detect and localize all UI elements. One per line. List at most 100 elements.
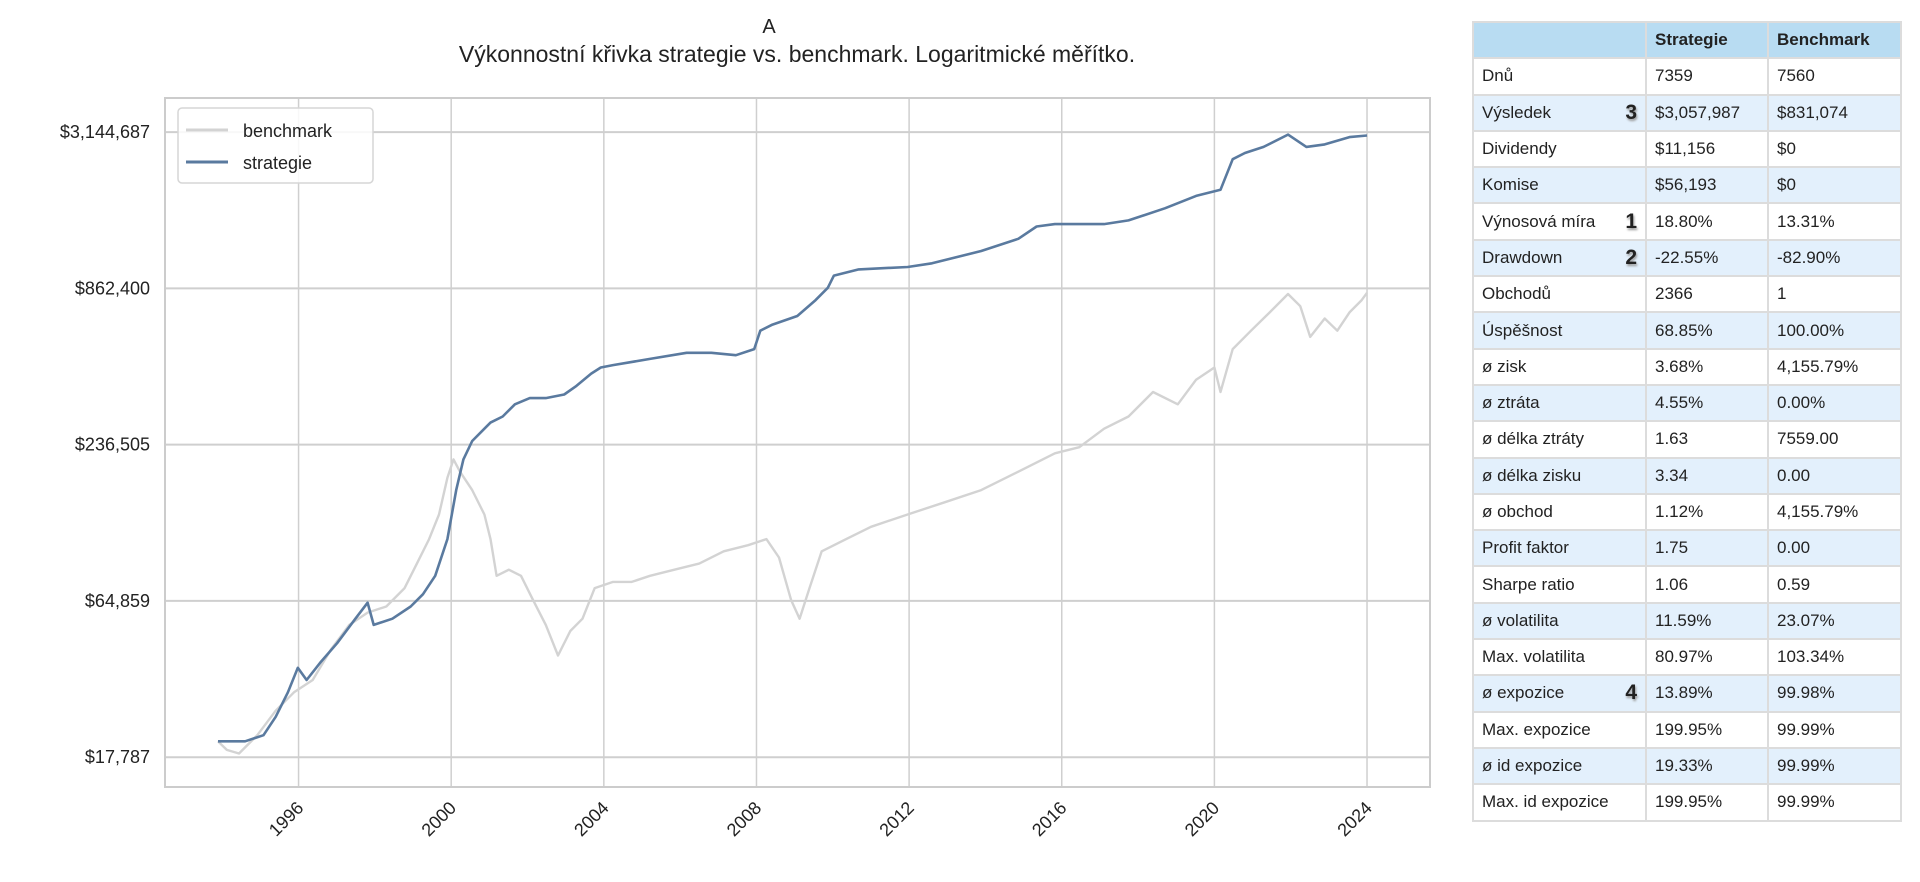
header-label (1472, 20, 1647, 60)
row-label: Výnosová míra (1482, 211, 1596, 231)
benchmark-value: 0.59 (1767, 565, 1902, 604)
strategie-value: -22.55% (1645, 238, 1769, 278)
legend: benchmark strategie (177, 107, 374, 184)
performance-chart: A Výkonnostní křivka strategie vs. bench… (60, 16, 1431, 840)
row-label-cell: Dividendy (1472, 129, 1647, 169)
row-label: ø délka zisku (1482, 465, 1582, 485)
benchmark-value: 99.98% (1767, 674, 1902, 713)
row-label-cell: Max. volatilita (1472, 638, 1647, 677)
x-tick-label: 2016 (1028, 798, 1070, 840)
row-label-cell: ø délka zisku (1472, 456, 1647, 495)
table-row: ø obchod 1.12% 4,155.79% (1472, 492, 1902, 532)
table-row: Max. expozice 199.95% 99.99% (1472, 710, 1902, 749)
row-label: ø volatilita (1482, 610, 1559, 630)
table-row: Max. volatilita 80.97% 103.34% (1472, 638, 1902, 677)
strategie-value: 7359 (1645, 57, 1769, 96)
row-label: ø zisk (1482, 356, 1527, 376)
strategie-value: 1.12% (1645, 492, 1769, 532)
row-label-cell: Drawdown 2 (1472, 238, 1647, 278)
y-tick-label: $862,400 (75, 278, 150, 298)
strategie-value: 1.06 (1645, 565, 1769, 604)
row-label-cell: Úspěšnost (1472, 311, 1647, 350)
x-tick-label: 1996 (265, 798, 307, 840)
row-label-cell: ø volatilita (1472, 601, 1647, 641)
row-label: ø expozice (1482, 683, 1565, 703)
y-tick-label: $17,787 (85, 747, 150, 767)
benchmark-value: 7560 (1767, 57, 1902, 96)
strategie-value: 4.55% (1645, 383, 1769, 423)
table-row: ø délka ztráty 1.63 7559.00 (1472, 420, 1902, 459)
row-label-cell: ø zisk (1472, 347, 1647, 386)
strategie-value: 13.89% (1645, 674, 1769, 713)
strategie-value: 1.75 (1645, 529, 1769, 568)
benchmark-value: $0 (1767, 129, 1902, 169)
strategie-value: 1.63 (1645, 420, 1769, 459)
row-label: Úspěšnost (1482, 320, 1563, 340)
chart-title: Výkonnostní křivka strategie vs. benchma… (459, 41, 1135, 67)
header-benchmark: Benchmark (1767, 20, 1902, 60)
x-tick-label: 2004 (570, 798, 612, 840)
x-tick-label: 2024 (1333, 798, 1375, 840)
row-label-cell: ø expozice 4 (1472, 674, 1647, 713)
benchmark-value: 4,155.79% (1767, 347, 1902, 386)
plot-area-border (164, 97, 1431, 788)
legend-strategie-label: strategie (243, 153, 312, 173)
statistics-table: Strategie Benchmark Dnů 7359 7560 Výsledek 3… (1472, 20, 1902, 822)
benchmark-value: 103.34% (1767, 638, 1902, 677)
y-tick-label: $3,144,687 (60, 122, 150, 142)
row-label-cell: Max. expozice (1472, 710, 1647, 749)
row-label: Profit faktor (1482, 538, 1569, 558)
row-label: Dividendy (1482, 139, 1557, 159)
strategie-value: 3.34 (1645, 456, 1769, 495)
x-tick-label: 2008 (723, 798, 765, 840)
table-row: Úspěšnost 68.85% 100.00% (1472, 311, 1902, 350)
benchmark-value: 99.99% (1767, 710, 1902, 749)
benchmark-value: $831,074 (1767, 93, 1902, 132)
benchmark-value: 99.99% (1767, 783, 1902, 822)
row-label-cell: Dnů (1472, 57, 1647, 96)
benchmark-value: $0 (1767, 166, 1902, 205)
table-row: Sharpe ratio 1.06 0.59 (1472, 565, 1902, 604)
benchmark-value: 23.07% (1767, 601, 1902, 641)
table-row: ø id expozice 19.33% 99.99% (1472, 746, 1902, 786)
y-tick-label: $64,859 (85, 591, 150, 611)
benchmark-value: 100.00% (1767, 311, 1902, 350)
benchmark-value: 13.31% (1767, 202, 1902, 241)
row-label-cell: ø id expozice (1472, 746, 1647, 786)
row-label: Sharpe ratio (1482, 574, 1575, 594)
row-label: ø id expozice (1482, 756, 1583, 776)
strategie-value: $11,156 (1645, 129, 1769, 169)
table-row: Drawdown 2 -22.55% -82.90% (1472, 238, 1902, 278)
strategie-line (218, 133, 1368, 743)
table-row: ø expozice 4 13.89% 99.98% (1472, 674, 1902, 713)
row-label: Max. expozice (1482, 719, 1591, 739)
strategie-value: 68.85% (1645, 311, 1769, 350)
table-row: Dividendy $11,156 $0 (1472, 129, 1902, 169)
row-label: Komise (1482, 175, 1539, 195)
row-label: ø délka ztráty (1482, 429, 1585, 449)
annotation-number: 2 (1625, 245, 1637, 269)
row-label-cell: Výsledek 3 (1472, 93, 1647, 132)
strategie-value: 3.68% (1645, 347, 1769, 386)
strategie-value: 2366 (1645, 275, 1769, 314)
table-row: Max. id expozice 199.95% 99.99% (1472, 783, 1902, 822)
benchmark-value: 0.00 (1767, 456, 1902, 495)
benchmark-line (217, 292, 1368, 755)
table-header-row: Strategie Benchmark (1472, 20, 1902, 60)
row-label: ø ztráta (1482, 393, 1540, 413)
row-label-cell: Komise (1472, 166, 1647, 205)
row-label-cell: ø ztráta (1472, 383, 1647, 423)
strategie-value: $3,057,987 (1645, 93, 1769, 132)
row-label-cell: Max. id expozice (1472, 783, 1647, 822)
row-label-cell: Sharpe ratio (1472, 565, 1647, 604)
table-row: Obchodů 2366 1 (1472, 275, 1902, 314)
strategie-value: 19.33% (1645, 746, 1769, 786)
x-tick-label: 2012 (875, 798, 917, 840)
strategie-value: 18.80% (1645, 202, 1769, 241)
row-label-cell: ø obchod (1472, 492, 1647, 532)
benchmark-value: 7559.00 (1767, 420, 1902, 459)
strategie-value: $56,193 (1645, 166, 1769, 205)
row-label: Výsledek (1482, 102, 1551, 122)
table-row: ø délka zisku 3.34 0.00 (1472, 456, 1902, 495)
legend-benchmark-label: benchmark (243, 121, 333, 141)
